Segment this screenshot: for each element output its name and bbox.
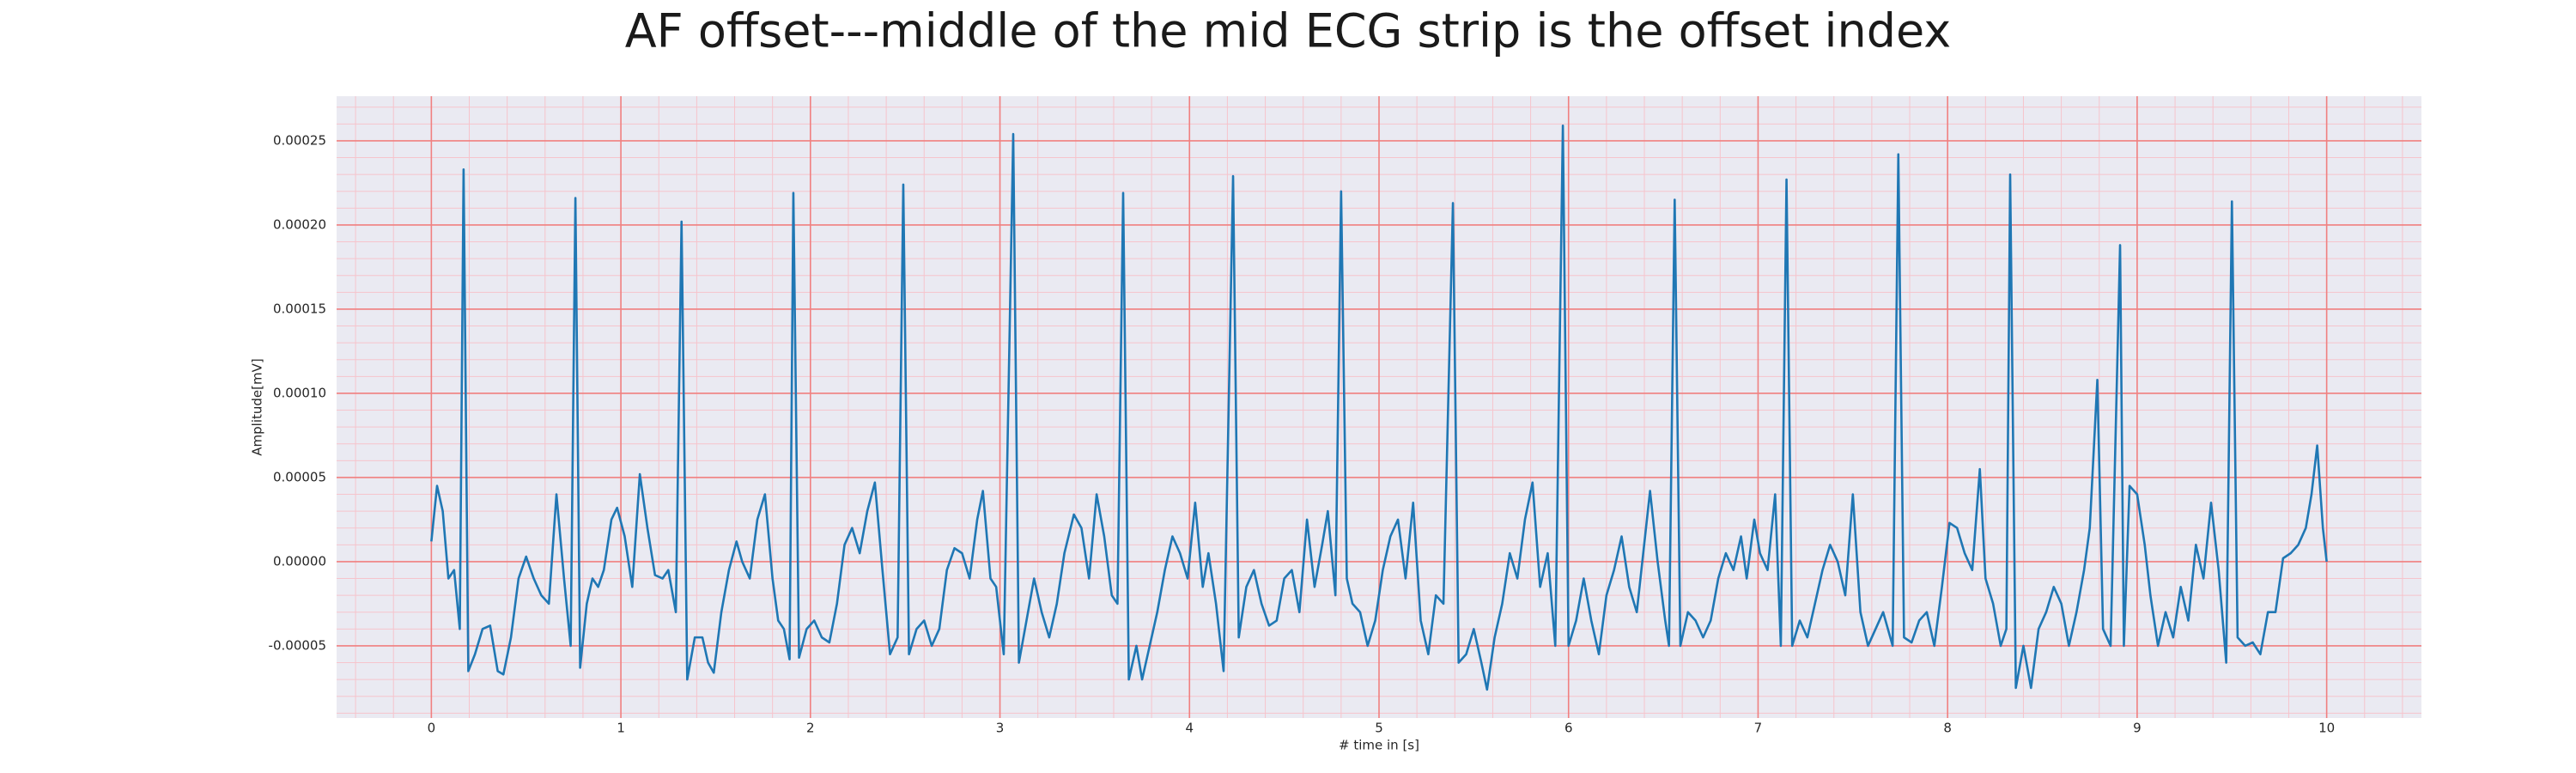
x-tick-label: 8 — [1943, 721, 1952, 736]
y-tick-label: 0.00005 — [273, 469, 326, 484]
x-tick-label: 0 — [428, 721, 436, 736]
ecg-line — [430, 125, 2328, 691]
y-axis-label: Amplitude[mV] — [250, 358, 265, 455]
x-tick-label: 2 — [806, 721, 815, 736]
x-tick-label: 6 — [1564, 721, 1573, 736]
x-axis-label: # time in [s] — [1339, 738, 1419, 753]
y-tick-label: 0.00015 — [273, 301, 326, 316]
x-tick-label: 5 — [1375, 721, 1383, 736]
x-tick-label: 4 — [1185, 721, 1194, 736]
plot-area — [337, 96, 2421, 718]
x-tick-label: 7 — [1754, 721, 1763, 736]
x-tick-label: 9 — [2133, 721, 2142, 736]
y-tick-label: 0.00010 — [273, 385, 326, 400]
chart-title: AF offset---middle of the mid ECG strip … — [625, 4, 1952, 58]
y-tick-label: -0.00005 — [269, 637, 326, 653]
x-tick-label: 1 — [617, 721, 625, 736]
y-tick-label: 0.00025 — [273, 132, 326, 148]
x-tick-label: 10 — [2318, 721, 2335, 736]
y-tick-label: 0.00020 — [273, 216, 326, 232]
x-tick-label: 3 — [996, 721, 1005, 736]
y-tick-label: 0.00000 — [273, 553, 326, 569]
